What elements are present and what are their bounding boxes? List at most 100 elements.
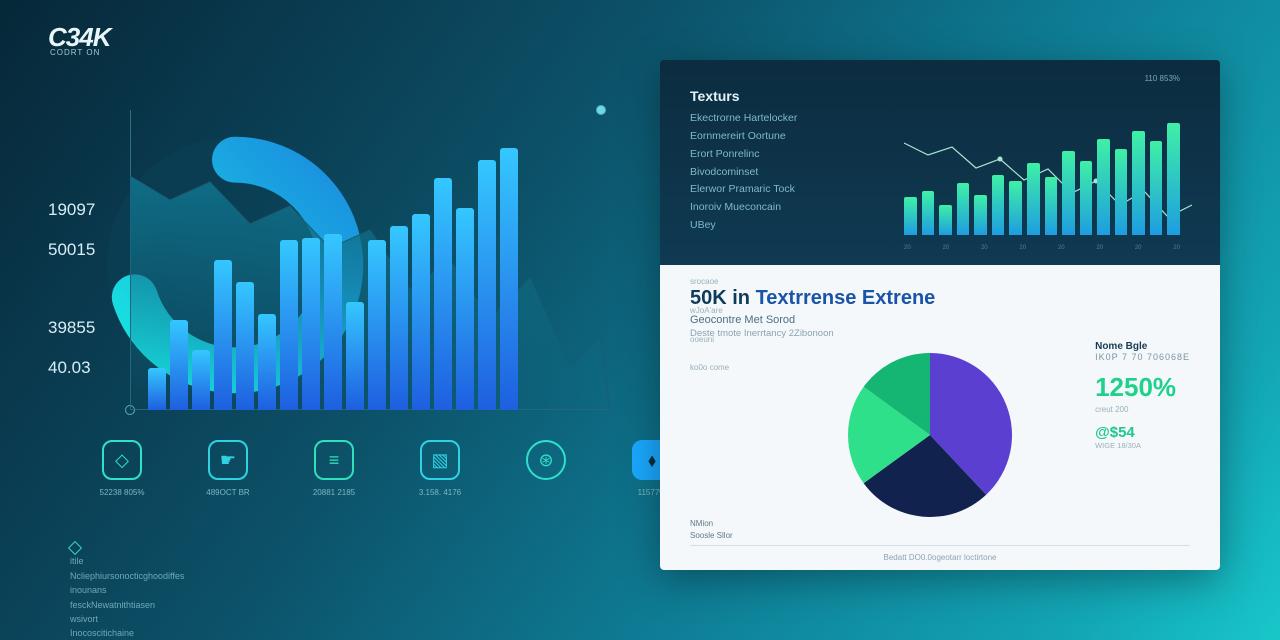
pie-y-labels: srocaoe wJoA'are ooeuni ko0o come <box>690 275 729 376</box>
headline: 50K in Textrrense Extrene <box>690 287 1190 310</box>
mini-bar <box>957 183 970 235</box>
subtitle-1: Geocontre Met Sorod <box>690 314 1190 326</box>
card-bottom: 50K in Textrrense Extrene Geocontre Met … <box>660 265 1220 570</box>
legend-item: Ekectrorne Hartelocker <box>690 110 880 128</box>
x-tick: 20 <box>1019 245 1026 251</box>
mini-bar <box>1045 177 1058 235</box>
lines-icon[interactable]: ≡ 20881 2185 <box>302 440 366 497</box>
y-tick: 39855 <box>48 318 95 338</box>
pie-bl-2: Soosle Sllor <box>690 530 733 542</box>
bar <box>258 314 276 410</box>
legend-title: Texturs <box>690 88 880 104</box>
mini-bar <box>1009 181 1022 235</box>
left-y-axis: 19097 50015 39855 40.03 <box>48 200 95 378</box>
bar <box>302 238 320 410</box>
pie-chart <box>840 345 1020 525</box>
mini-bar <box>939 205 952 235</box>
pie-side-row: wJoA'are <box>690 304 729 318</box>
diamond-bullet-icon <box>68 541 82 555</box>
mini-bar <box>1097 139 1110 235</box>
pie-bl-1: NMion <box>690 518 733 530</box>
mini-bar <box>1167 123 1180 235</box>
globe-icon[interactable]: ⊛ <box>526 440 566 480</box>
mini-bar <box>922 191 935 235</box>
diamond-icon[interactable]: ◇ <box>102 440 142 480</box>
report-card: Texturs Ekectrorne HartelockerEornmereir… <box>660 60 1220 570</box>
pie-side-row: ooeuni <box>690 333 729 347</box>
bar <box>236 282 254 410</box>
mini-bar <box>904 197 917 235</box>
legend-item: Inoroiv Mueconcain <box>690 199 880 217</box>
mini-bar <box>1150 141 1163 235</box>
x-tick: 20 <box>1173 245 1180 251</box>
y-tick: 40.03 <box>48 358 95 378</box>
legend-item: Elerwor Pramaric Tock <box>690 181 880 199</box>
x-tick: 20 <box>904 245 911 251</box>
headline-em: Textrrense Extrene <box>756 287 936 309</box>
bar <box>478 160 496 410</box>
card-footer: Bedatt DO0.0ogeotarr loctirtone <box>660 553 1220 562</box>
x-tick: 20 <box>981 245 988 251</box>
bar <box>368 240 386 410</box>
bar <box>456 208 474 410</box>
left-bars <box>148 110 518 410</box>
mini-bar <box>1027 163 1040 235</box>
subtitle-2: Deste tmote Inerrtancy 2Zibonoon <box>690 328 1190 339</box>
icon-caption: 3.158. 4176 <box>419 488 461 497</box>
divider <box>690 545 1190 546</box>
bar <box>148 368 166 410</box>
globe-icon[interactable]: ⊛ <box>514 440 578 497</box>
pie-side-row: ko0o come <box>690 361 729 375</box>
bar <box>346 302 364 410</box>
mini-bar <box>1132 131 1145 235</box>
x-tick: 20 <box>942 245 949 251</box>
stat-name: Nome Bgle <box>1095 341 1190 352</box>
pie-side-row <box>690 318 729 332</box>
mini-bar <box>1062 151 1075 235</box>
pie-side-row: srocaoe <box>690 275 729 289</box>
bar <box>390 226 408 410</box>
bar <box>434 178 452 410</box>
y-tick: 50015 <box>48 240 95 260</box>
stat-small-1: creut 200 <box>1095 405 1190 414</box>
mini-bar <box>974 195 987 235</box>
card-top: Texturs Ekectrorne HartelockerEornmereir… <box>660 60 1220 265</box>
lines-icon[interactable]: ≡ <box>314 440 354 480</box>
bar <box>500 148 518 410</box>
legend-item: Eornmereirt Oortune <box>690 128 880 146</box>
mini-bar <box>1115 149 1128 235</box>
mini-bar <box>1080 161 1093 235</box>
pie-side-row <box>690 289 729 303</box>
bar <box>280 240 298 410</box>
diamond-icon[interactable]: ◇ 52238 805% <box>90 440 154 497</box>
note-icon[interactable]: ▧ 3.158. 4176 <box>408 440 472 497</box>
hand-icon[interactable]: ☛ 489OCT BR <box>196 440 260 497</box>
bar <box>192 350 210 410</box>
stat-code: IK0P 7 70 706068E <box>1095 352 1190 362</box>
x-tick: 20 <box>1135 245 1142 251</box>
stat-amount: @$54 <box>1095 424 1190 441</box>
stat-small-2: WIGE 18/30A <box>1095 441 1190 450</box>
legend-item: Erort Ponrelinc <box>690 146 880 164</box>
mini-bar <box>992 175 1005 235</box>
note-icon[interactable]: ▧ <box>420 440 460 480</box>
icon-row: ◇ 52238 805% ☛ 489OCT BR ≡ 20881 2185 ▧ 3.158. … <box>90 440 684 497</box>
pie-side-row <box>690 347 729 361</box>
bar <box>412 214 430 410</box>
icon-caption: 52238 805% <box>100 488 145 497</box>
stat-percent: 1250% <box>1095 372 1190 403</box>
pie-stats: Nome Bgle IK0P 7 70 706068E 1250% creut … <box>1095 341 1190 450</box>
hand-icon[interactable]: ☛ <box>208 440 248 480</box>
legend-item: UBey <box>690 217 880 235</box>
mini-top-label: 110 853% <box>1145 74 1180 83</box>
bar <box>214 260 232 410</box>
x-tick: 20 <box>1058 245 1065 251</box>
icon-caption: 489OCT BR <box>206 488 249 497</box>
mini-bar-chart: 110 853% 2020202020202020 <box>904 88 1190 265</box>
x-tick: 20 <box>1096 245 1103 251</box>
y-tick: 19097 <box>48 200 95 220</box>
left-panel: 19097 50015 39855 40.03 ◇ 52238 805% ☛ 489OCT … <box>0 0 640 640</box>
footer-line-1: itile Ncliephiursonocticghoodiffes inoun… <box>70 556 184 640</box>
pie-bottom-left: NMion Soosle Sllor <box>690 518 733 542</box>
icon-caption: 20881 2185 <box>313 488 355 497</box>
